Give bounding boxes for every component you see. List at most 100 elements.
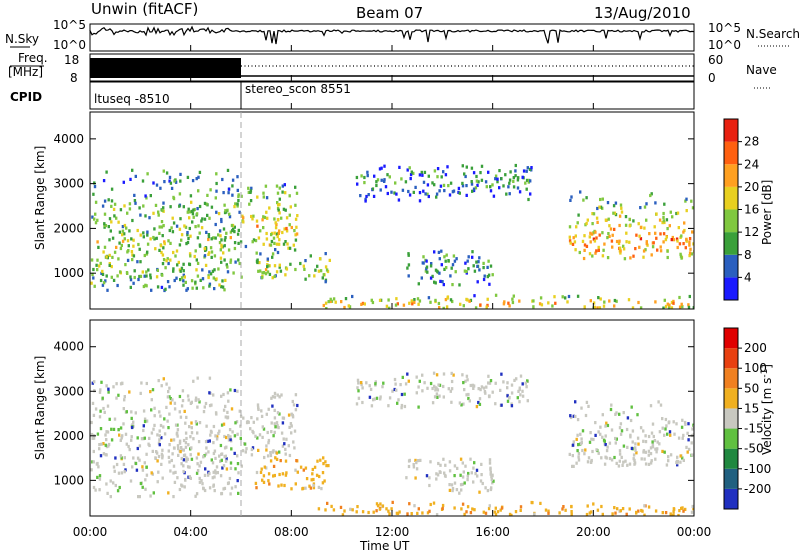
velocity-cell [99,454,103,458]
nave-tick-low: 0 [708,71,716,85]
velocity-cell [160,436,163,440]
power-cell [227,248,231,252]
velocity-cell [282,437,285,441]
power-cell [688,240,691,244]
power-cell [244,244,248,249]
power-cell [414,185,417,189]
velocity-cell [165,382,168,386]
velocity-cell [118,485,121,490]
velocity-cell [490,486,493,490]
velocity-cell [251,446,255,450]
power-cell [645,242,648,246]
power-cell [688,243,691,247]
power-cell [672,299,675,303]
colorbar-swatch [724,141,738,165]
date-title: 13/Aug/2010 [594,4,691,22]
x-tick-label: 16:00 [475,525,510,539]
velocity-cell [196,462,199,466]
velocity-cell [569,414,572,418]
power-cell [447,184,450,188]
velocity-cell [289,422,293,426]
power-cell [218,283,221,287]
velocity-cell [668,430,672,434]
velocity-cell [690,510,694,514]
velocity-cell [98,488,101,492]
velocity-cell [195,471,199,475]
power-cell [233,205,236,209]
velocity-cell [685,445,688,449]
velocity-cell [223,486,227,490]
x-axis-label: Time UT [359,539,410,553]
velocity-cell [450,371,453,375]
velocity-cell [195,422,198,426]
power-cell [304,259,307,263]
power-cell [384,185,388,189]
power-cell [466,259,469,263]
power-cell [322,303,325,308]
freq-trace [90,58,694,78]
power-cell [496,177,499,181]
velocity-cell [632,453,636,457]
power-cell [233,246,237,251]
velocity-cell [216,471,219,475]
velocity-cell [442,372,446,376]
velocity-cell [228,428,232,432]
power-cell [522,169,526,173]
velocity-cell [130,410,133,414]
velocity-cell [107,390,110,394]
velocity-cell [290,487,293,491]
power-cell [514,169,517,173]
power-cell [240,275,243,279]
power-cell [278,197,281,201]
velocity-cell [429,460,432,464]
power-cell [473,294,476,298]
velocity-cell [147,442,150,446]
power-cell [190,200,193,204]
velocity-cell [280,483,283,487]
power-cell [113,250,117,254]
velocity-cell [349,507,352,511]
power-cell [606,201,610,205]
power-cell [215,210,218,214]
velocity-cell [404,382,408,386]
velocity-cell [227,438,231,442]
power-cell [220,219,223,224]
velocity-cell [431,386,434,391]
velocity-cell [587,404,590,408]
power-cell [411,302,414,306]
power-cell [532,305,535,309]
power-cell [329,297,332,301]
power-cell [625,231,628,235]
power-cell [671,235,674,240]
power-cell [418,299,422,303]
velocity-cell [361,386,364,390]
power-cell [296,214,299,218]
cpid-label: CPID [10,90,42,104]
velocity-cell [312,486,316,490]
velocity-cell [150,398,153,402]
velocity-cell [284,452,287,456]
power-cell [269,243,273,247]
power-cell [162,258,166,262]
power-cell [329,299,332,304]
power-cell [237,228,240,232]
power-cell [229,260,232,264]
power-cell [376,178,380,182]
velocity-cell [202,486,205,490]
power-cell [385,304,389,308]
power-cell [426,270,429,274]
power-cell [113,214,116,218]
power-cell [129,275,132,279]
velocity-cell [647,462,651,466]
power-cell [175,249,179,253]
power-cell [146,172,149,176]
power-cell [236,202,239,206]
velocity-cell [597,451,600,455]
power-cell [95,263,98,267]
power-cell [363,175,366,180]
velocity-cell [581,448,584,453]
velocity-cell [136,436,139,440]
velocity-cell [211,461,215,465]
power-cell [275,242,279,246]
power-cell [191,286,194,290]
